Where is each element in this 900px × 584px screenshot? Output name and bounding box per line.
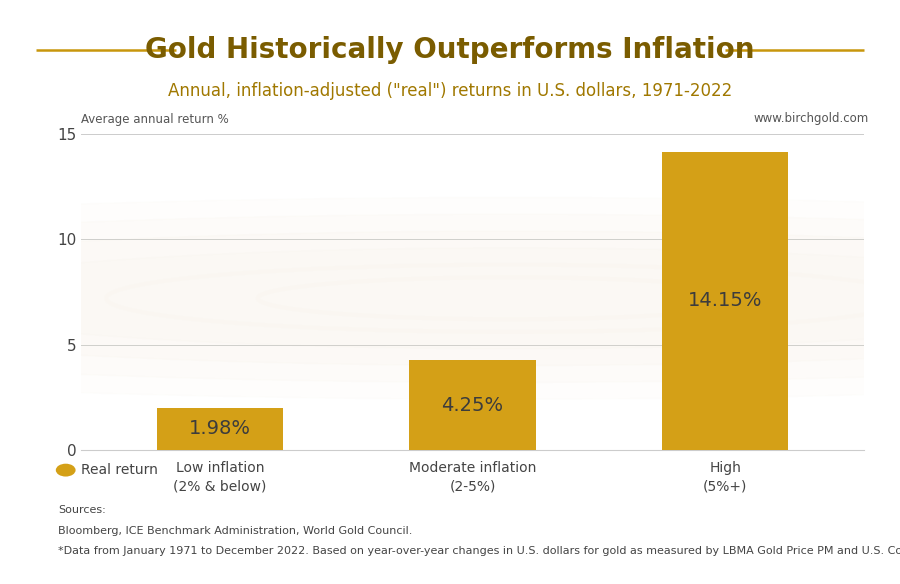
Text: Real return: Real return bbox=[81, 463, 158, 477]
Circle shape bbox=[0, 231, 900, 366]
Text: Average annual return %: Average annual return % bbox=[81, 113, 229, 126]
Text: Sources:: Sources: bbox=[58, 505, 106, 515]
Text: *Data from January 1971 to December 2022. Based on year-over-year changes in U.S: *Data from January 1971 to December 2022… bbox=[58, 546, 900, 556]
Circle shape bbox=[0, 214, 900, 383]
Bar bbox=[157, 408, 284, 450]
Bar bbox=[662, 152, 788, 450]
Text: Annual, inflation-adjusted ("real") returns in U.S. dollars, 1971-2022: Annual, inflation-adjusted ("real") retu… bbox=[168, 82, 732, 99]
Text: Gold Historically Outperforms Inflation: Gold Historically Outperforms Inflation bbox=[145, 36, 755, 64]
Text: 1.98%: 1.98% bbox=[189, 419, 251, 439]
Text: www.birchgold.com: www.birchgold.com bbox=[753, 112, 868, 125]
Text: Bloomberg, ICE Benchmark Administration, World Gold Council.: Bloomberg, ICE Benchmark Administration,… bbox=[58, 526, 413, 536]
Bar bbox=[410, 360, 536, 450]
Text: 4.25%: 4.25% bbox=[441, 395, 504, 415]
Text: 14.15%: 14.15% bbox=[688, 291, 762, 311]
